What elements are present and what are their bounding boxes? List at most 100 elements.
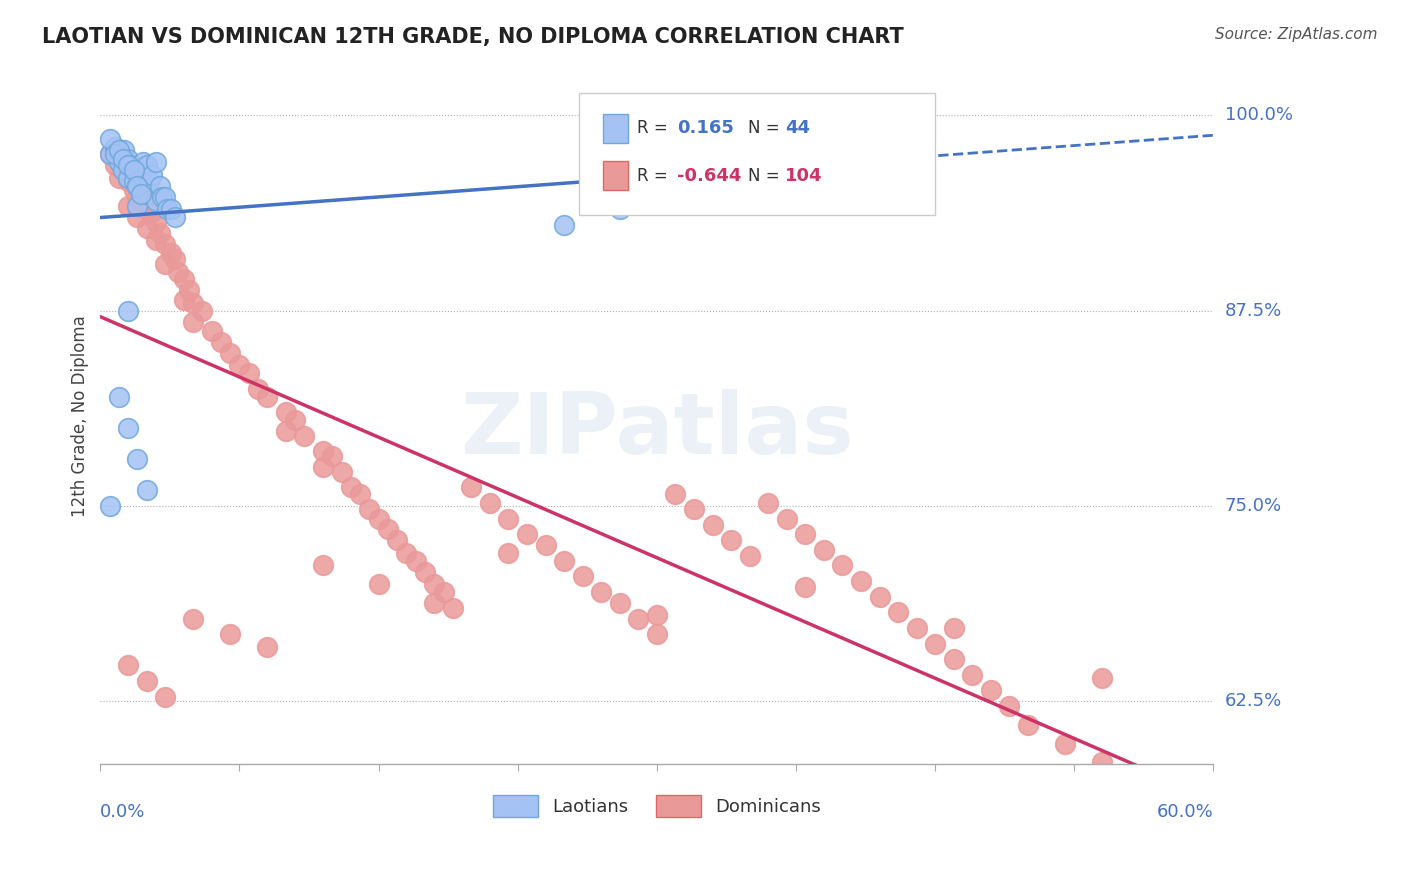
Point	[111, 163, 134, 178]
Point	[117, 421, 139, 435]
Point	[156, 202, 179, 216]
Point	[181, 315, 204, 329]
Text: 60.0%: 60.0%	[1157, 803, 1213, 821]
Point	[135, 186, 157, 201]
Point	[591, 585, 613, 599]
Text: 104: 104	[785, 167, 823, 185]
Point	[117, 303, 139, 318]
Text: 87.5%: 87.5%	[1225, 301, 1282, 319]
Point	[114, 143, 136, 157]
Point	[423, 577, 446, 591]
Point	[150, 189, 173, 203]
Point	[395, 546, 418, 560]
Point	[111, 163, 134, 178]
Point	[683, 502, 706, 516]
Point	[117, 174, 139, 188]
Point	[201, 324, 224, 338]
Point	[498, 546, 520, 560]
Point	[367, 577, 389, 591]
Point	[127, 210, 149, 224]
Point	[135, 673, 157, 688]
Point	[1091, 671, 1114, 685]
Point	[160, 202, 183, 216]
Point	[423, 596, 446, 610]
Point	[887, 605, 910, 619]
Point	[219, 627, 242, 641]
Point	[609, 596, 631, 610]
Point	[247, 382, 270, 396]
Text: ZIPatlas: ZIPatlas	[460, 389, 853, 472]
Point	[132, 155, 155, 169]
Point	[664, 486, 686, 500]
Point	[831, 558, 853, 573]
Point	[553, 554, 575, 568]
Point	[108, 155, 131, 169]
Point	[498, 511, 520, 525]
FancyBboxPatch shape	[579, 93, 935, 215]
Point	[534, 538, 557, 552]
Point	[432, 585, 454, 599]
Text: -0.644: -0.644	[676, 167, 741, 185]
Point	[209, 334, 232, 349]
Point	[108, 143, 131, 157]
Text: 44: 44	[785, 120, 810, 137]
Point	[98, 147, 121, 161]
Point	[294, 428, 316, 442]
Point	[330, 465, 353, 479]
Text: 75.0%: 75.0%	[1225, 497, 1282, 515]
Point	[256, 640, 278, 654]
Legend: Laotians, Dominicans: Laotians, Dominicans	[485, 788, 828, 824]
Point	[478, 496, 501, 510]
Point	[756, 496, 779, 510]
Y-axis label: 12th Grade, No Diploma: 12th Grade, No Diploma	[72, 315, 89, 517]
Point	[145, 194, 167, 209]
Point	[776, 511, 799, 525]
Point	[1091, 756, 1114, 770]
Point	[98, 499, 121, 513]
Text: N =: N =	[748, 167, 780, 185]
Point	[104, 147, 127, 161]
Text: R =: R =	[637, 167, 668, 185]
Point	[138, 174, 160, 188]
Text: 100.0%: 100.0%	[1225, 106, 1292, 124]
Point	[738, 549, 761, 563]
Point	[155, 690, 177, 704]
Text: 0.0%: 0.0%	[100, 803, 146, 821]
Point	[117, 152, 139, 166]
Point	[284, 413, 307, 427]
Point	[181, 611, 204, 625]
Point	[145, 233, 167, 247]
Point	[122, 174, 145, 188]
Point	[441, 600, 464, 615]
Point	[160, 246, 183, 260]
Point	[645, 627, 668, 641]
Point	[645, 608, 668, 623]
Point	[173, 293, 195, 307]
Point	[413, 565, 436, 579]
Text: 62.5%: 62.5%	[1225, 692, 1282, 710]
Point	[104, 139, 127, 153]
Point	[720, 533, 742, 548]
Point	[256, 390, 278, 404]
Point	[127, 452, 149, 467]
Point	[831, 147, 853, 161]
Point	[117, 199, 139, 213]
Point	[794, 527, 817, 541]
Point	[312, 459, 335, 474]
Point	[122, 183, 145, 197]
Point	[108, 390, 131, 404]
Point	[127, 189, 149, 203]
Point	[135, 158, 157, 172]
Point	[149, 178, 172, 193]
Point	[905, 621, 928, 635]
Point	[145, 155, 167, 169]
Point	[155, 189, 177, 203]
FancyBboxPatch shape	[603, 113, 628, 143]
Point	[111, 152, 134, 166]
Point	[104, 158, 127, 172]
Point	[118, 158, 141, 172]
Point	[155, 257, 177, 271]
Point	[191, 303, 214, 318]
Point	[98, 147, 121, 161]
Point	[173, 272, 195, 286]
